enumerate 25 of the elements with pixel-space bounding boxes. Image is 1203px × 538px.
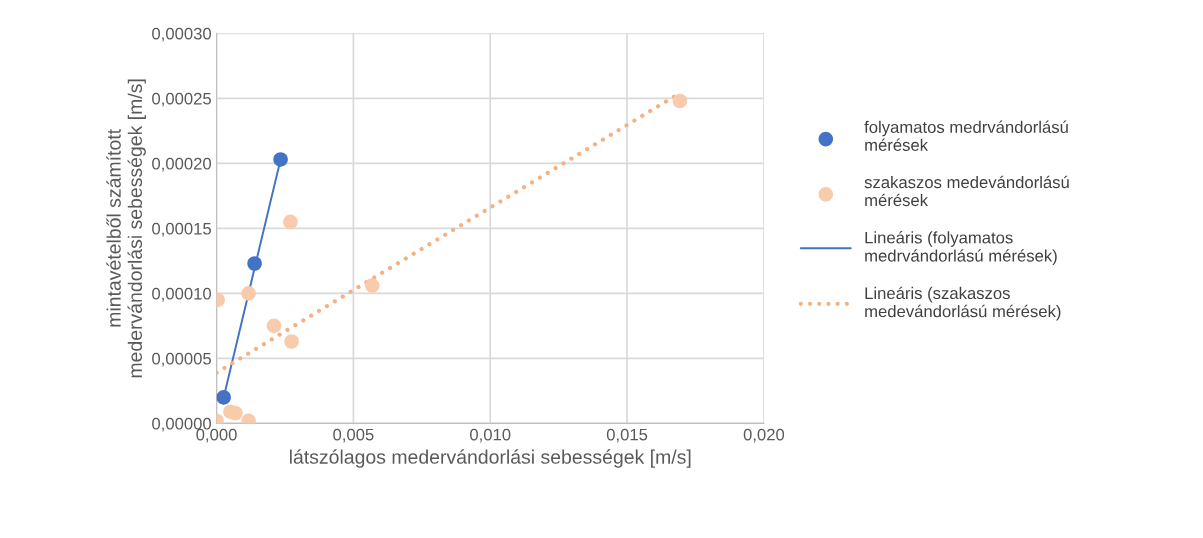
legend-label: szakaszos medevándorlású mérések [864, 175, 1069, 207]
x-tick-label: 0,010 [470, 428, 511, 443]
x-axis-title: látszólagos medervándorlási sebességek [m/s] [289, 449, 691, 468]
x-tick-label: 0,020 [743, 428, 785, 443]
y-tick-label: 0,00010 [152, 287, 212, 302]
point [216, 390, 231, 405]
point [241, 286, 256, 301]
point [284, 334, 299, 349]
legend-label: Lineáris (folyamatos medrvándorlású mérések) [865, 231, 1057, 265]
point [672, 93, 688, 109]
point [273, 152, 288, 167]
y-tick-label: 0,00020 [152, 157, 212, 172]
legend-label: Lineáris (szakaszos medevándorlású mérések) [865, 286, 1061, 321]
point [283, 214, 298, 230]
legend-label: folyamatos medrvándorlású mérések [864, 120, 1068, 151]
point [247, 256, 262, 271]
y-tick-label: 0,00005 [152, 352, 211, 367]
y-tick-label: 0,00015 [152, 222, 211, 237]
x-tick-label: 0,015 [606, 428, 648, 443]
point [266, 318, 282, 334]
y-tick-label: 0,00030 [152, 27, 212, 42]
y-axis-title: mintavételből számított medervándorlási sebességek [m/s] [106, 79, 146, 378]
point [364, 278, 380, 293]
y-tick-label: 0,00025 [152, 92, 211, 107]
x-tick-label: 0,005 [333, 428, 374, 443]
